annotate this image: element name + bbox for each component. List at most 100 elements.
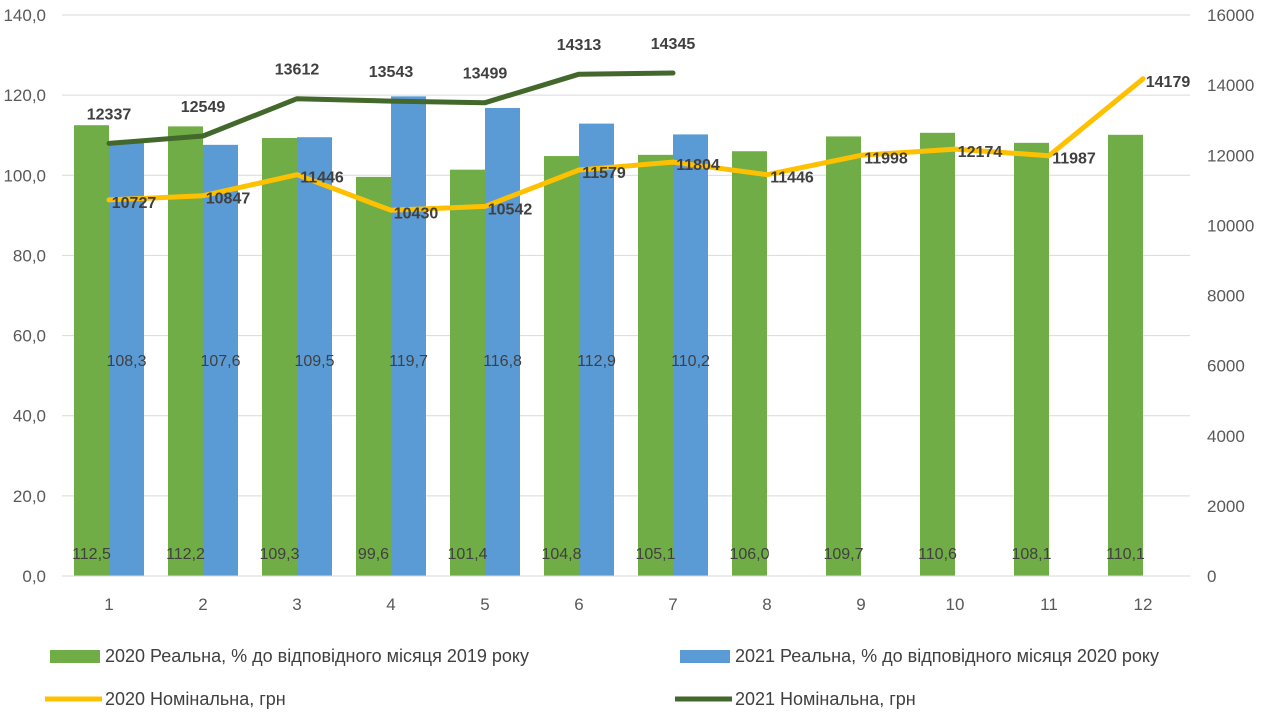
bar-2020-real <box>168 126 203 577</box>
bar-2020-real <box>920 132 955 576</box>
bar-2021-label: 108,3 <box>106 353 146 370</box>
bar-2020-real <box>732 151 767 576</box>
bar-2021-real <box>485 107 520 577</box>
legend-item: 2020 Реальна, % до відповідного місяця 2… <box>50 646 529 666</box>
line-2020-label: 11446 <box>300 170 344 187</box>
bar-2021-real <box>673 134 708 577</box>
y-right-tick-label: 2000 <box>1207 497 1245 516</box>
line-2021-label: 14313 <box>557 37 602 54</box>
bar-2021-label: 110,2 <box>671 353 710 370</box>
line-2020-label: 10430 <box>394 205 439 222</box>
axes-layer: 0,0 20,0 40,0 60,0 80,0 100,0 120,0 140,0 0 2000 4… <box>3 6 1254 614</box>
bar-2020-real <box>1014 142 1049 576</box>
y-left-tick-label: 60,0 <box>13 327 46 346</box>
y-left-tick-label: 140,0 <box>3 6 46 25</box>
line-2020-label: 10542 <box>488 201 533 218</box>
bar-2021-label: 116,8 <box>483 353 522 370</box>
bar-2021-label: 107,6 <box>200 353 240 370</box>
bar-2021-label: 112,9 <box>577 353 616 370</box>
bar-2020-real <box>1108 134 1143 576</box>
y-left-tick-label: 80,0 <box>13 246 46 265</box>
bar-2020-real <box>544 156 579 576</box>
legend-swatch <box>680 650 730 663</box>
bar-2021-real <box>109 142 144 576</box>
x-tick-label: 11 <box>1040 595 1058 614</box>
bar-2020-label: 101,4 <box>447 546 487 563</box>
x-tick-label: 10 <box>946 595 965 614</box>
y-right-tick-label: 10000 <box>1207 216 1254 235</box>
bar-2021-real <box>297 137 332 577</box>
bar-2020-label: 108,1 <box>1011 546 1051 563</box>
line-2020-label: 10727 <box>112 195 157 212</box>
gridlines <box>62 14 1190 577</box>
bar-2020-label: 99,6 <box>358 546 389 563</box>
line-2020-label: 14179 <box>1146 74 1191 91</box>
x-tick-label: 7 <box>668 595 677 614</box>
bar-2020-real <box>450 169 485 576</box>
y-right-tick-label: 4000 <box>1207 427 1245 446</box>
bar-2021-real <box>391 96 426 576</box>
bar-2020-real <box>826 136 861 576</box>
bar-2020-label: 104,8 <box>541 546 581 563</box>
y-right-tick-label: 6000 <box>1207 357 1245 376</box>
bar-2020-label: 109,3 <box>259 546 299 563</box>
y-right-tick-label: 8000 <box>1207 287 1245 306</box>
bar-2020-label: 112,5 <box>72 546 111 563</box>
line-2021-nominal <box>106 70 676 146</box>
line-2021-label: 12549 <box>181 99 226 116</box>
y-left-tick-label: 0,0 <box>22 567 46 586</box>
legend-label: 2020 Реальна, % до відповідного місяця 2… <box>105 646 529 666</box>
line-2020-label: 11987 <box>1052 151 1096 168</box>
y-left-tick-label: 100,0 <box>3 166 46 185</box>
line-2021-label: 13612 <box>275 62 320 79</box>
legend-label: 2020 Номінальна, грн <box>105 689 286 709</box>
bar-2020-label: 110,6 <box>918 546 957 563</box>
line-labels-layer: 10727 10847 11446 10430 10542 11579 11804 11446… <box>87 36 1191 222</box>
legend: 2020 Реальна, % до відповідного місяця 2… <box>45 646 1159 709</box>
bar-2020-label: 109,7 <box>823 546 863 563</box>
x-tick-label: 9 <box>856 595 865 614</box>
line-2020-label: 11804 <box>676 157 720 174</box>
x-tick-label: 8 <box>762 595 771 614</box>
y-right-tick-label: 14000 <box>1207 76 1254 95</box>
bar-labels-layer: 112,5 112,2 109,3 99,6 101,4 104,8 105,1 106,0 1… <box>72 353 1145 563</box>
x-tick-label: 1 <box>104 595 113 614</box>
y-right-tick-label: 0 <box>1207 567 1216 586</box>
bar-2020-label: 112,2 <box>166 546 205 563</box>
legend-item: 2021 Реальна, % до відповідного місяця 2… <box>680 646 1159 666</box>
bar-2020-real <box>262 138 297 576</box>
bar-2021-real <box>579 123 614 577</box>
x-tick-label: 3 <box>292 595 301 614</box>
bar-2020-real <box>638 154 673 576</box>
line-2020-label: 11579 <box>582 165 626 182</box>
legend-item: 2021 Номінальна, грн <box>675 689 916 709</box>
line-2021-label: 14345 <box>651 36 696 53</box>
bar-2020-label: 110,1 <box>1106 546 1145 563</box>
legend-label: 2021 Номінальна, грн <box>735 689 916 709</box>
x-tick-label: 6 <box>574 595 583 614</box>
y-left-tick-label: 40,0 <box>13 407 46 426</box>
x-tick-label: 5 <box>480 595 489 614</box>
line-2021-label: 13543 <box>369 64 414 81</box>
x-tick-label: 12 <box>1134 595 1153 614</box>
lines-layer <box>106 70 1146 213</box>
x-tick-label: 2 <box>198 595 207 614</box>
x-tick-label: 4 <box>386 595 395 614</box>
line-2020-label: 10847 <box>206 191 251 208</box>
bar-2021-label: 109,5 <box>294 353 334 370</box>
line-2020-nominal <box>106 76 1146 213</box>
bar-2021-real <box>203 144 238 576</box>
bars-layer <box>74 96 1143 577</box>
line-2021-label: 13499 <box>463 66 508 83</box>
y-left-tick-label: 20,0 <box>13 487 46 506</box>
y-right-tick-label: 16000 <box>1207 6 1254 25</box>
legend-label: 2021 Реальна, % до відповідного місяця 2… <box>735 646 1159 666</box>
line-2020-label: 11446 <box>770 170 814 187</box>
line-2021-label: 12337 <box>87 106 132 123</box>
legend-swatch <box>50 650 100 663</box>
legend-item: 2020 Номінальна, грн <box>45 689 286 709</box>
line-2020-label: 11998 <box>864 150 908 167</box>
bar-2020-label: 105,1 <box>635 546 675 563</box>
